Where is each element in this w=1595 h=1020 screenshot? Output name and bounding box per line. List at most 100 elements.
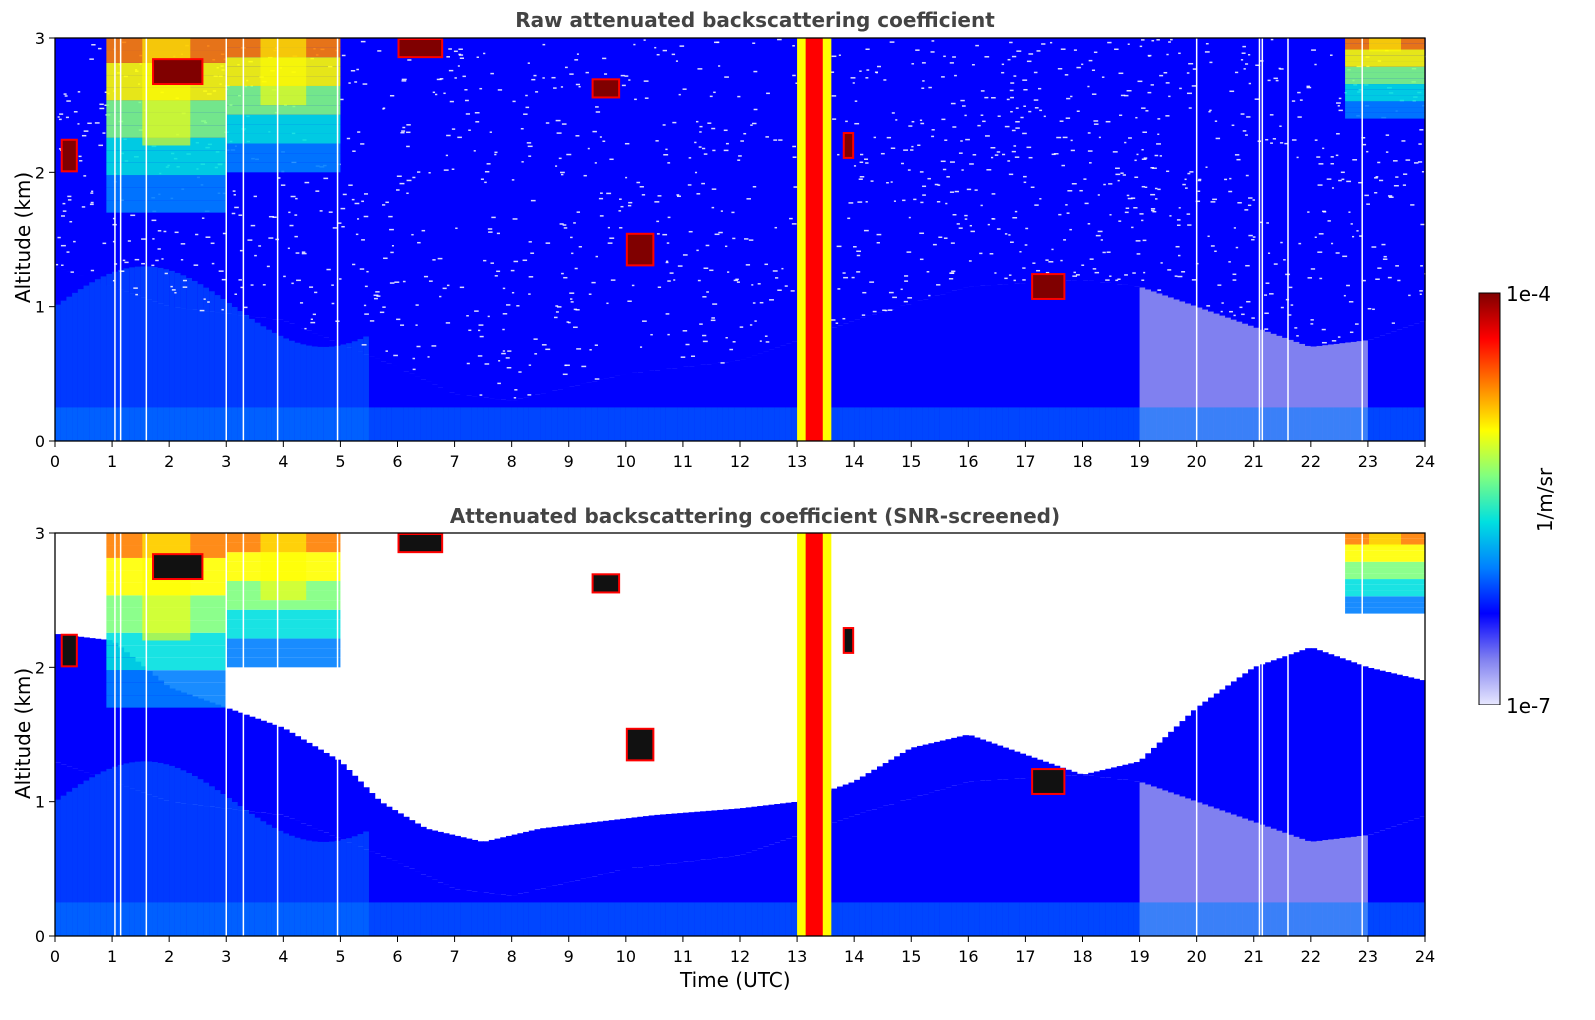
top-noise bbox=[1297, 91, 1301, 94]
top-cell bbox=[785, 343, 792, 441]
top-cell bbox=[962, 287, 969, 441]
bottom-cell bbox=[426, 829, 433, 877]
top-noise bbox=[1152, 167, 1157, 169]
top-cloud-layer-core bbox=[154, 60, 202, 84]
top-noise bbox=[474, 112, 480, 114]
top-noise bbox=[389, 228, 394, 231]
top-noise bbox=[502, 350, 506, 352]
top-noise bbox=[1419, 129, 1424, 131]
top-noise bbox=[1025, 227, 1029, 230]
top-noise bbox=[477, 355, 483, 357]
top-noise bbox=[1197, 190, 1201, 192]
top-noise bbox=[856, 271, 861, 273]
top-cell bbox=[985, 38, 992, 286]
bottom-cell bbox=[1156, 788, 1164, 936]
top-noise bbox=[930, 51, 935, 53]
top-noise bbox=[484, 170, 490, 173]
top-cell bbox=[597, 38, 604, 380]
top-noise bbox=[382, 306, 386, 308]
top-noise bbox=[764, 335, 768, 337]
top-cell bbox=[1276, 38, 1283, 336]
top-noise bbox=[527, 62, 530, 64]
bottom-cell bbox=[865, 902, 872, 936]
top-cell bbox=[1242, 323, 1249, 441]
top-cell bbox=[1019, 283, 1027, 441]
bottom-cell bbox=[1208, 697, 1215, 807]
top-cell bbox=[174, 272, 182, 441]
top-cell bbox=[346, 407, 353, 441]
bottom-cell bbox=[1350, 902, 1358, 936]
top-noise bbox=[743, 132, 747, 135]
top-noise bbox=[1087, 150, 1093, 152]
bottom-cell bbox=[271, 724, 279, 815]
top-cell bbox=[374, 38, 381, 359]
bottom-cell bbox=[306, 902, 313, 936]
top-noise bbox=[1137, 80, 1143, 83]
top-noise bbox=[1269, 114, 1274, 116]
top-cell bbox=[899, 38, 907, 306]
top-noise bbox=[991, 193, 996, 195]
top-noise bbox=[355, 233, 359, 236]
top-noise bbox=[130, 214, 136, 217]
top-cell bbox=[1042, 38, 1049, 282]
top-cell bbox=[757, 353, 764, 441]
top-noise bbox=[1204, 51, 1210, 53]
bottom-cell bbox=[323, 841, 330, 936]
top-noise bbox=[360, 143, 365, 145]
bottom-cell bbox=[488, 902, 496, 936]
colorbar-gradient bbox=[1478, 292, 1501, 705]
top-noise bbox=[505, 357, 510, 359]
bottom-cell bbox=[289, 835, 296, 936]
top-noise bbox=[1377, 267, 1382, 269]
top-noise bbox=[1316, 156, 1321, 158]
top-noise bbox=[151, 264, 155, 267]
top-noise bbox=[691, 355, 696, 358]
top-cell bbox=[905, 407, 912, 441]
top-cloud-layer-core bbox=[593, 80, 619, 97]
bottom-cell bbox=[443, 833, 450, 885]
top-noise bbox=[1144, 186, 1148, 188]
bottom-precip-core bbox=[805, 533, 823, 936]
top-noise bbox=[1178, 52, 1181, 55]
top-cell bbox=[123, 291, 130, 441]
bottom-cell bbox=[106, 902, 113, 936]
top-noise bbox=[1014, 210, 1018, 213]
top-noise bbox=[1141, 107, 1146, 109]
bottom-cell bbox=[905, 902, 912, 936]
bottom-cell bbox=[1305, 840, 1312, 936]
top-cell bbox=[1133, 407, 1141, 441]
bottom-cell bbox=[351, 902, 359, 936]
bottom-cell bbox=[1248, 902, 1255, 936]
top-noise bbox=[373, 294, 379, 297]
bottom-cell bbox=[129, 788, 136, 936]
bottom-cell bbox=[859, 812, 867, 936]
bottom-cell bbox=[403, 816, 410, 867]
bottom-cell bbox=[1276, 658, 1283, 831]
top-noise bbox=[1028, 156, 1033, 159]
top-noise bbox=[792, 145, 797, 148]
top-noise bbox=[161, 258, 164, 260]
top-noise bbox=[361, 239, 365, 241]
bottom-cell bbox=[89, 774, 96, 936]
top-cell bbox=[505, 407, 513, 441]
top-cell bbox=[1185, 407, 1192, 441]
top-noise bbox=[876, 242, 880, 244]
top-noise bbox=[1114, 48, 1119, 51]
top-cell bbox=[694, 365, 701, 441]
top-noise bbox=[872, 310, 877, 313]
top-noise bbox=[1420, 223, 1426, 226]
top-noise bbox=[607, 242, 613, 244]
top-noise bbox=[928, 294, 931, 297]
top-noise bbox=[982, 120, 986, 123]
top-cell bbox=[1185, 303, 1192, 441]
top-noise bbox=[359, 268, 365, 270]
bottom-cell bbox=[368, 851, 376, 936]
top-noise bbox=[99, 103, 104, 106]
top-noise bbox=[703, 267, 709, 269]
top-noise bbox=[348, 82, 351, 84]
top-noise bbox=[77, 91, 81, 93]
bottom-cell bbox=[1345, 660, 1352, 838]
top-noise bbox=[141, 262, 145, 265]
top-noise bbox=[1036, 269, 1041, 272]
top-x-tick-label: 3 bbox=[221, 452, 231, 471]
